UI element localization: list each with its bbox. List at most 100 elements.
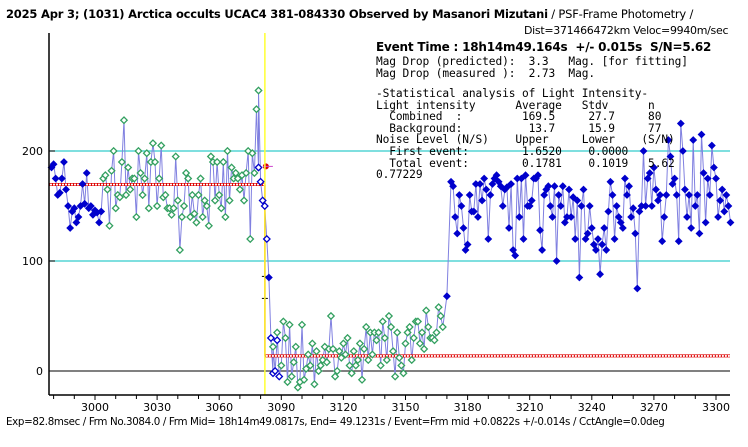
model-dot xyxy=(433,354,436,358)
model-dot xyxy=(115,183,119,186)
model-dot xyxy=(244,183,248,186)
data-point xyxy=(687,224,696,232)
model-dot xyxy=(682,354,685,358)
data-point xyxy=(649,163,658,172)
model-dot xyxy=(721,354,724,358)
footer-status: Exp=82.8msec / Frm No.3084.0 / Frm Mid= … xyxy=(6,416,665,428)
model-dot xyxy=(223,183,227,186)
model-dot xyxy=(637,354,640,358)
model-dot xyxy=(226,183,230,186)
data-point xyxy=(384,311,394,321)
data-point xyxy=(621,174,629,183)
data-point xyxy=(273,328,282,337)
data-point xyxy=(117,157,127,167)
data-point xyxy=(314,366,323,376)
data-point xyxy=(616,218,625,227)
data-point xyxy=(266,333,276,343)
data-point xyxy=(451,213,460,221)
data-point xyxy=(674,237,683,246)
data-point xyxy=(80,199,89,208)
model-dot xyxy=(91,183,95,186)
model-dot xyxy=(322,354,325,358)
data-point xyxy=(401,339,410,348)
model-dot xyxy=(328,354,331,358)
data-point xyxy=(60,158,68,166)
model-dot xyxy=(694,354,697,358)
data-point xyxy=(233,174,242,183)
data-point xyxy=(598,240,607,249)
data-point xyxy=(152,201,162,211)
model-dot xyxy=(427,354,430,358)
model-dot xyxy=(325,354,328,358)
data-point xyxy=(78,180,87,188)
data-point xyxy=(606,177,615,186)
data-point xyxy=(248,149,257,158)
data-point xyxy=(291,342,300,351)
data-point xyxy=(262,234,271,244)
model-dot xyxy=(499,354,502,358)
stats-line-9: Total event: 0.1781 0.1019 5.62 xyxy=(376,156,675,170)
model-dot xyxy=(250,183,254,186)
model-dot xyxy=(496,354,499,358)
model-dot xyxy=(313,354,316,358)
data-point xyxy=(660,213,669,221)
model-dot xyxy=(103,183,107,186)
data-point xyxy=(631,229,640,238)
data-point xyxy=(579,185,588,194)
data-point xyxy=(275,372,284,381)
data-point xyxy=(536,226,544,235)
model-dot xyxy=(382,354,385,358)
data-point xyxy=(144,204,153,213)
data-point xyxy=(556,202,565,210)
data-point xyxy=(639,147,648,155)
data-point xyxy=(701,218,710,227)
model-dot xyxy=(652,354,655,358)
title-suffix: / PSF-Frame Photometry / xyxy=(547,7,694,21)
data-point xyxy=(310,380,319,389)
event-time: Event Time : 18h14m49.164s +/- 0.015s S/… xyxy=(376,40,712,54)
model-dot xyxy=(235,183,239,186)
data-point xyxy=(552,257,561,265)
data-point xyxy=(503,183,511,192)
model-dot xyxy=(466,354,469,358)
model-dot xyxy=(550,354,553,358)
data-point xyxy=(273,336,282,345)
model-dot xyxy=(157,183,161,186)
model-dot xyxy=(217,183,221,186)
data-point xyxy=(600,224,609,232)
model-dot xyxy=(691,354,694,358)
data-point xyxy=(142,149,151,158)
model-dot xyxy=(169,183,173,186)
data-point xyxy=(388,347,398,356)
model-dot xyxy=(241,183,245,186)
data-point xyxy=(210,196,220,205)
data-point xyxy=(223,146,232,156)
model-dot xyxy=(130,183,134,186)
data-point xyxy=(374,328,383,337)
model-dot xyxy=(727,354,730,358)
model-dot xyxy=(205,183,209,186)
data-point xyxy=(610,235,619,243)
model-dot xyxy=(424,354,427,358)
model-dot xyxy=(520,354,523,358)
model-dot xyxy=(109,183,113,186)
model-dot xyxy=(265,354,268,358)
model-dot xyxy=(469,354,472,358)
data-point xyxy=(407,355,416,365)
data-point xyxy=(645,169,654,177)
model-dot xyxy=(211,183,215,186)
model-dot xyxy=(505,354,508,358)
data-point xyxy=(136,168,145,178)
data-point xyxy=(169,204,178,213)
model-dot xyxy=(112,183,116,186)
model-dot xyxy=(478,354,481,358)
data-point xyxy=(718,185,727,194)
model-dot xyxy=(379,354,382,358)
data-point xyxy=(548,213,557,221)
model-dot xyxy=(247,183,251,186)
model-dot xyxy=(643,354,646,358)
data-point xyxy=(567,213,576,221)
data-point xyxy=(722,191,731,199)
model-dot xyxy=(649,354,652,358)
model-dot xyxy=(73,183,77,186)
